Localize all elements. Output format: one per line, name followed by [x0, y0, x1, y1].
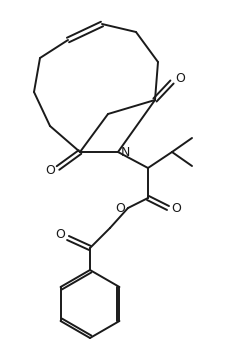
Text: O: O	[115, 203, 125, 215]
Text: N: N	[120, 147, 130, 159]
Text: O: O	[175, 73, 185, 85]
Text: O: O	[45, 164, 55, 178]
Text: O: O	[171, 203, 181, 215]
Text: O: O	[55, 229, 65, 241]
